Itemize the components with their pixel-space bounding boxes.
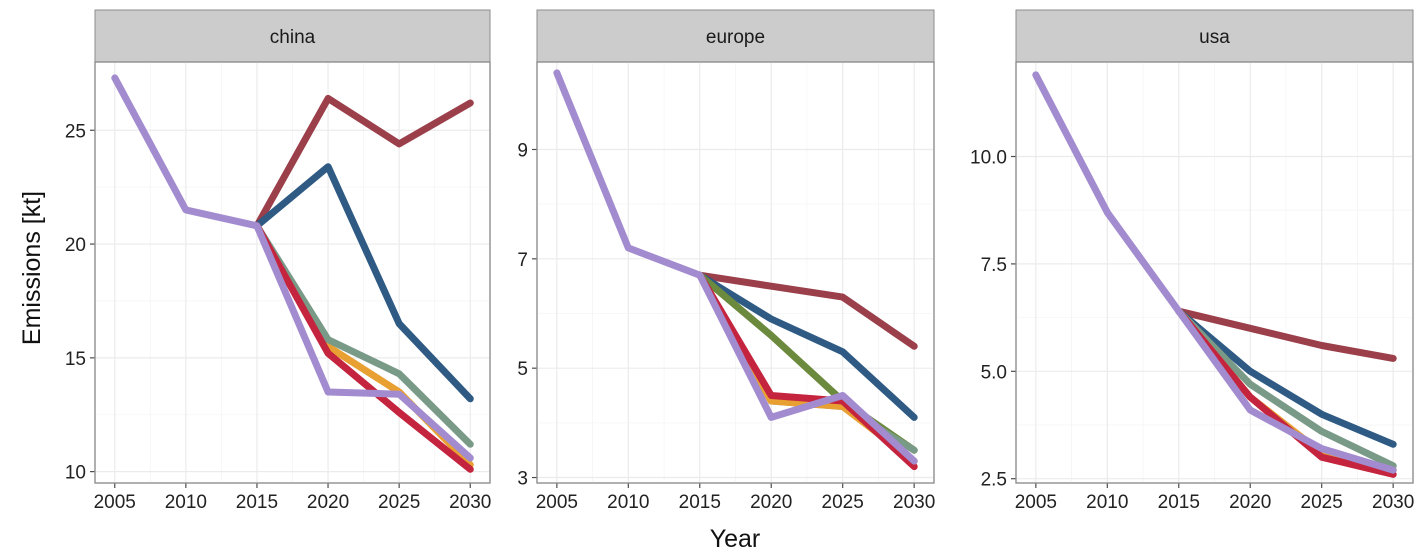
panel-usa: usa 2005 2010 2015 2020 2025 2030 2.5 5.0 7.5 10.0	[970, 9, 1414, 513]
strip-label-usa: usa	[1199, 27, 1230, 48]
x-tick-label: 2025	[1301, 492, 1343, 513]
strip-europe	[536, 9, 935, 63]
series-line-5	[253, 222, 474, 473]
x-tick-label: 2015	[679, 492, 721, 513]
series-line-6	[696, 271, 918, 471]
panel-border	[536, 61, 935, 484]
y-tick-label: 7.5	[981, 255, 1007, 276]
x-tick-label: 2025	[378, 492, 420, 513]
series-line-1	[696, 271, 918, 350]
series-line-2	[253, 163, 474, 403]
series-line-1	[1175, 307, 1397, 362]
series-line-7	[553, 69, 918, 465]
series-line-3	[1175, 307, 1397, 470]
series-line-6	[1032, 71, 1397, 474]
series-line-6	[111, 74, 474, 462]
strip-label-china: china	[270, 27, 316, 48]
series-line-1	[253, 94, 474, 230]
panel-border	[94, 61, 491, 484]
x-tick-label: 2005	[1015, 492, 1057, 513]
y-tick-label: 15	[65, 349, 86, 370]
strip-usa	[1015, 9, 1414, 63]
x-tick-label: 2010	[165, 492, 207, 513]
x-tick-label: 2030	[893, 492, 935, 513]
x-tick-label: 2010	[607, 492, 649, 513]
x-tick-label: 2015	[1158, 492, 1200, 513]
x-tick-label: 2010	[1086, 492, 1128, 513]
panel-europe: europe 2005 2010 2015 2020 2025 2030 3 5 7 9	[517, 9, 935, 513]
x-tick-label: 2005	[536, 492, 578, 513]
y-tick-label: 10.0	[970, 148, 1007, 169]
y-tick-label: 5.0	[981, 362, 1007, 383]
y-tick-label: 5	[517, 359, 528, 380]
x-tick-label: 2025	[822, 492, 864, 513]
y-tick-label: 10	[65, 463, 86, 484]
x-axis-title: Year	[710, 525, 761, 553]
y-tick-label: 9	[517, 140, 528, 161]
x-tick-label: 2030	[1372, 492, 1414, 513]
y-tick-label: 7	[517, 250, 528, 271]
series-line-2	[696, 271, 918, 421]
strip-china	[94, 9, 491, 63]
x-tick-label: 2020	[307, 492, 349, 513]
x-tick-label: 2015	[236, 492, 278, 513]
y-axis-title: Emissions [kt]	[18, 191, 46, 345]
series-line-2	[1175, 307, 1397, 448]
strip-label-europe: europe	[706, 27, 765, 48]
y-tick-label: 20	[65, 235, 86, 256]
x-tick-label: 2030	[449, 492, 491, 513]
x-tick-label: 2020	[1229, 492, 1271, 513]
x-tick-label: 2020	[750, 492, 792, 513]
x-tick-label: 2005	[94, 492, 136, 513]
y-tick-label: 25	[65, 121, 86, 142]
panel-border	[1015, 61, 1414, 484]
y-tick-label: 2.5	[981, 470, 1007, 491]
y-tick-label: 3	[517, 469, 528, 490]
